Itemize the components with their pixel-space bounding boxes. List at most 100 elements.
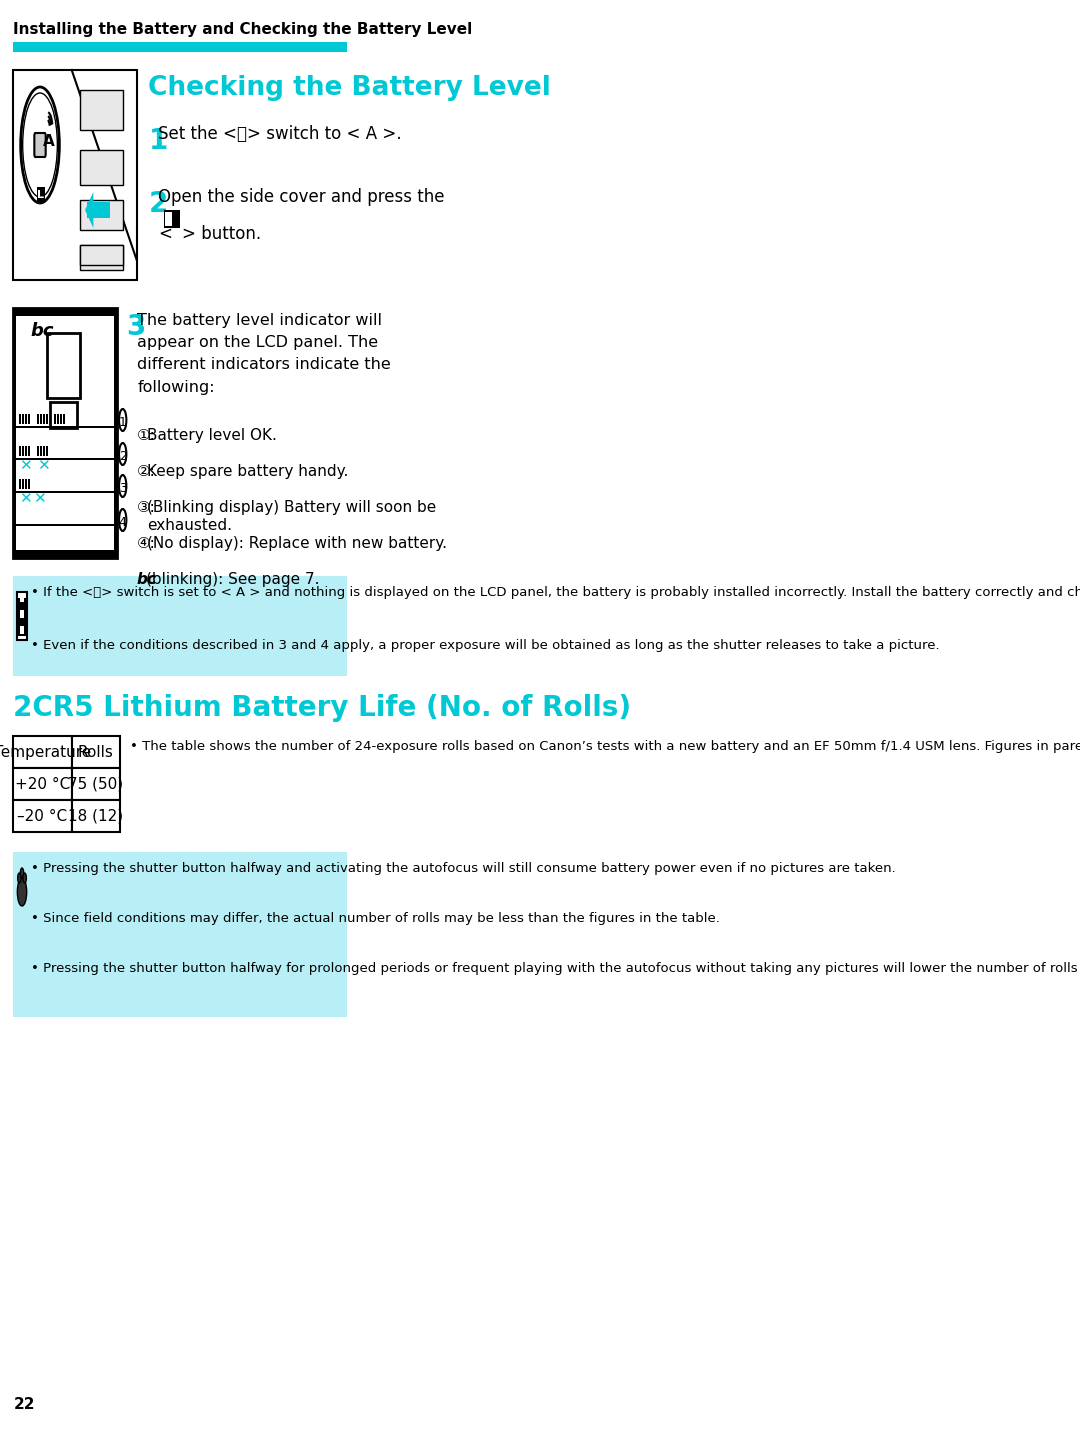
Text: > button.: > button. bbox=[181, 225, 261, 243]
Text: Keep spare battery handy.: Keep spare battery handy. bbox=[147, 464, 349, 480]
Text: ✕: ✕ bbox=[37, 458, 50, 472]
Text: <: < bbox=[159, 225, 173, 243]
Bar bbox=[80, 245, 123, 271]
Bar bbox=[13, 801, 71, 832]
Bar bbox=[25, 480, 27, 490]
Text: Battery level OK.: Battery level OK. bbox=[147, 428, 278, 444]
Bar bbox=[37, 446, 39, 456]
Bar bbox=[19, 446, 22, 456]
Bar bbox=[16, 458, 114, 459]
Text: ①:: ①: bbox=[137, 428, 156, 444]
Text: • Pressing the shutter button halfway and activating the autofocus will still co: • Pressing the shutter button halfway an… bbox=[30, 863, 895, 876]
Bar bbox=[86, 202, 110, 217]
Circle shape bbox=[17, 873, 21, 883]
Bar bbox=[71, 768, 120, 801]
Text: • Even if the conditions described in 3 and 4 apply, a proper exposure will be o: • Even if the conditions described in 3 … bbox=[30, 639, 940, 652]
Polygon shape bbox=[85, 192, 93, 228]
Text: ③:: ③: bbox=[137, 500, 156, 516]
Bar bbox=[19, 480, 22, 490]
Text: ✕: ✕ bbox=[33, 491, 46, 505]
Text: (No display): Replace with new battery.: (No display): Replace with new battery. bbox=[147, 536, 447, 552]
Bar bbox=[25, 415, 27, 423]
Bar bbox=[43, 446, 44, 456]
Bar bbox=[17, 592, 27, 639]
Bar bbox=[80, 200, 123, 230]
Bar bbox=[19, 611, 25, 618]
Text: Installing the Battery and Checking the Battery Level: Installing the Battery and Checking the … bbox=[13, 22, 473, 37]
Bar bbox=[28, 446, 30, 456]
Text: 1: 1 bbox=[148, 127, 167, 156]
Circle shape bbox=[21, 868, 24, 878]
Text: –20 °C: –20 °C bbox=[17, 808, 67, 824]
Bar bbox=[80, 245, 123, 265]
Text: +20 °C: +20 °C bbox=[15, 776, 70, 792]
Bar bbox=[13, 852, 347, 1017]
Text: 4: 4 bbox=[119, 516, 126, 528]
Bar bbox=[50, 402, 77, 428]
Text: The battery level indicator will
appear on the LCD panel. The
different indicato: The battery level indicator will appear … bbox=[137, 312, 391, 395]
Bar bbox=[13, 768, 71, 801]
Bar bbox=[25, 446, 27, 456]
Bar bbox=[23, 480, 25, 490]
Bar bbox=[43, 415, 44, 423]
Text: 2CR5 Lithium Battery Life (No. of Rolls): 2CR5 Lithium Battery Life (No. of Rolls) bbox=[13, 694, 632, 721]
Bar bbox=[45, 415, 48, 423]
Bar bbox=[16, 491, 114, 492]
FancyBboxPatch shape bbox=[35, 132, 45, 157]
Bar bbox=[46, 333, 80, 397]
Bar bbox=[23, 446, 25, 456]
Bar bbox=[63, 415, 65, 423]
Bar bbox=[38, 187, 44, 203]
Bar bbox=[40, 446, 42, 456]
Text: 2: 2 bbox=[119, 449, 126, 464]
Text: Set the <Ⓢ> switch to < A >.: Set the <Ⓢ> switch to < A >. bbox=[159, 125, 402, 143]
Text: 18 (12): 18 (12) bbox=[68, 808, 123, 824]
Bar bbox=[13, 308, 117, 559]
Text: A: A bbox=[43, 134, 55, 148]
Text: Temperature: Temperature bbox=[0, 744, 91, 759]
Bar bbox=[13, 736, 71, 768]
Bar bbox=[165, 212, 172, 226]
Bar bbox=[28, 415, 30, 423]
Bar bbox=[80, 150, 123, 184]
Bar bbox=[18, 598, 26, 636]
Bar bbox=[16, 426, 114, 428]
Bar bbox=[13, 42, 347, 52]
Text: 2: 2 bbox=[148, 190, 167, 217]
Circle shape bbox=[23, 873, 26, 883]
Bar bbox=[60, 415, 62, 423]
Text: 75 (50): 75 (50) bbox=[68, 776, 123, 792]
Text: bc: bc bbox=[137, 572, 157, 588]
Text: L: L bbox=[37, 190, 43, 200]
Bar bbox=[71, 736, 120, 768]
Bar bbox=[19, 626, 25, 634]
Text: Checking the Battery Level: Checking the Battery Level bbox=[148, 75, 551, 101]
Bar bbox=[80, 91, 123, 130]
Bar bbox=[37, 415, 39, 423]
Circle shape bbox=[17, 878, 27, 906]
Bar bbox=[19, 415, 22, 423]
Circle shape bbox=[23, 94, 57, 197]
Text: bc: bc bbox=[30, 323, 54, 340]
Text: (Blinking display) Battery will soon be: (Blinking display) Battery will soon be bbox=[147, 500, 436, 516]
Text: ④:: ④: bbox=[137, 536, 156, 552]
Text: ✕: ✕ bbox=[18, 491, 31, 505]
Text: 3: 3 bbox=[119, 482, 126, 495]
Text: 3: 3 bbox=[126, 312, 146, 341]
Text: • Since field conditions may differ, the actual number of rolls may be less than: • Since field conditions may differ, the… bbox=[30, 912, 719, 924]
Text: 1: 1 bbox=[119, 416, 126, 429]
Bar bbox=[54, 415, 56, 423]
Bar bbox=[71, 801, 120, 832]
Bar bbox=[16, 524, 114, 526]
Text: (blinking): See page 7.: (blinking): See page 7. bbox=[146, 572, 320, 588]
Text: Rolls: Rolls bbox=[78, 744, 113, 759]
Bar bbox=[23, 415, 25, 423]
Bar bbox=[164, 210, 179, 228]
Text: exhausted.: exhausted. bbox=[147, 518, 232, 533]
Bar bbox=[19, 596, 25, 602]
Text: • Pressing the shutter button halfway for prolonged periods or frequent playing : • Pressing the shutter button halfway fo… bbox=[30, 962, 1080, 975]
Bar bbox=[13, 576, 347, 675]
Bar bbox=[13, 71, 137, 279]
Text: ②:: ②: bbox=[137, 464, 156, 480]
Bar bbox=[57, 415, 59, 423]
